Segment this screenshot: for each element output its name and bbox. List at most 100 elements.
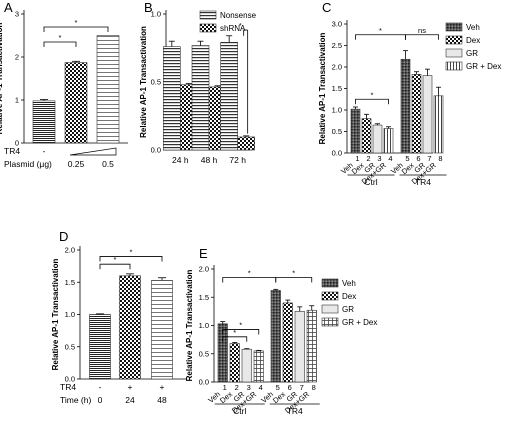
- significance-bracket: [43, 41, 77, 47]
- panel-label: C: [322, 0, 331, 15]
- legend-swatch: [321, 304, 339, 314]
- condition-row-label: Time (h): [60, 395, 91, 405]
- legend-label: Dex: [342, 292, 356, 301]
- group-label: Ctrl: [364, 177, 377, 187]
- condition-value: -: [99, 382, 102, 392]
- significance-label: *: [239, 21, 242, 30]
- significance-label: *: [379, 26, 382, 35]
- legend-swatch: [321, 317, 339, 327]
- bar-number: 4: [259, 383, 263, 392]
- bar: [220, 41, 238, 151]
- bar-number: 3: [247, 383, 251, 392]
- y-tick-label: 2.0: [332, 63, 342, 72]
- y-tick-label: 0.5: [332, 127, 342, 136]
- significance-bracket: [222, 277, 277, 283]
- panel-label: D: [59, 229, 68, 244]
- bar: [422, 75, 433, 154]
- legend-label: Nonsense: [220, 11, 257, 20]
- condition-value: -: [43, 146, 46, 156]
- significance-bracket: [405, 34, 439, 40]
- bar-number: 7: [300, 383, 304, 392]
- bar-number: 2: [366, 154, 370, 163]
- bar: [433, 95, 444, 154]
- significance-bracket: [99, 263, 131, 270]
- significance-label: *: [248, 268, 251, 277]
- legend-swatch: [321, 278, 339, 288]
- panel-label: B: [144, 0, 153, 15]
- bar: [361, 118, 372, 154]
- significance-label: *: [371, 90, 374, 99]
- y-axis-label: Relative AP-1 Transactivation: [185, 270, 194, 382]
- bar: [191, 45, 210, 151]
- legend-label: GR + Dex: [342, 318, 377, 327]
- legend-swatch: [199, 23, 217, 33]
- y-axis-label: Relative AP-1 Transactivation: [139, 26, 148, 138]
- bar: [96, 35, 120, 144]
- group-label: TR4: [287, 406, 303, 416]
- y-tick-label: 0.0: [199, 378, 209, 387]
- group-label: TR4: [415, 177, 431, 187]
- bar: [383, 128, 394, 154]
- y-tick-label: 2.5: [332, 41, 342, 50]
- y-axis-label: Relative AP-1 Transactivation: [51, 259, 60, 371]
- condition-value: 0.25: [68, 159, 85, 169]
- legend-label: Dex: [466, 36, 480, 45]
- y-tick-label: 0: [15, 139, 19, 148]
- y-tick-label: 3.0: [332, 20, 342, 29]
- legend-label: shRNA: [220, 24, 246, 33]
- bar: [241, 348, 252, 383]
- legend-swatch: [445, 22, 463, 32]
- y-tick-label: 2.0: [65, 246, 75, 255]
- significance-bracket: [275, 277, 313, 283]
- y-axis-label: Relative AP-1 Transactivation: [318, 33, 327, 145]
- y-tick-label: 0.0: [151, 146, 161, 155]
- bar: [229, 343, 240, 383]
- y-tick-label: 1: [15, 96, 19, 105]
- y-tick-label: 1.5: [332, 84, 342, 93]
- significance-label: *: [292, 268, 295, 277]
- bar-number: 5: [405, 154, 409, 163]
- significance-bracket: [222, 329, 260, 335]
- panel-c: C 0.0 0.5 1.0 1.5 2.0 2.5 3.0 Relative AP-1 Tran…: [318, 0, 501, 187]
- panel-d: D 0.0 0.5 1.0 1.5 2.0 Relative AP-1 Transactiv…: [51, 229, 186, 405]
- y-tick-label: 1.5: [65, 278, 75, 287]
- panel-a: A 0 1 2 3 Relative AP-1 Transactivation * * TR4 -…: [0, 0, 128, 169]
- y-tick-label: 1.0: [65, 310, 75, 319]
- bar-number: 4: [388, 154, 392, 163]
- bar: [400, 58, 411, 154]
- panel-label: A: [4, 0, 13, 15]
- bar: [253, 350, 264, 383]
- condition-row-label: Plasmid (μg): [4, 159, 52, 169]
- bar-number: 2: [235, 383, 239, 392]
- y-tick-label: 3: [15, 10, 19, 19]
- legend-label: Veh: [342, 279, 356, 288]
- legend-swatch: [445, 61, 463, 71]
- condition-row-label: TR4: [60, 382, 76, 392]
- legend-label: GR: [342, 305, 354, 314]
- legend-label: Veh: [466, 23, 480, 32]
- legend-swatch: [445, 48, 463, 58]
- x-tick-label: 48 h: [201, 155, 218, 165]
- significance-label: *: [114, 255, 117, 264]
- significance-label: *: [233, 328, 236, 337]
- significance-label: *: [75, 18, 78, 27]
- y-tick-label: 1.0: [199, 321, 209, 330]
- bar: [350, 108, 361, 154]
- bar-number: 8: [312, 383, 316, 392]
- bar: [282, 302, 293, 383]
- y-tick-label: 1.5: [199, 293, 209, 302]
- panel-label: E: [199, 246, 208, 261]
- significance-label: *: [130, 247, 133, 256]
- condition-value: +: [160, 382, 165, 392]
- y-tick-label: 0.5: [199, 349, 209, 358]
- x-tick-label: 24 h: [172, 155, 189, 165]
- significance-label: *: [59, 33, 62, 42]
- significance-bracket: [355, 98, 389, 105]
- condition-value: 24: [125, 395, 135, 405]
- bar: [32, 100, 56, 144]
- legend-swatch: [321, 291, 339, 301]
- dose-wedge: [69, 147, 117, 156]
- bar: [163, 46, 181, 151]
- bar: [64, 62, 88, 144]
